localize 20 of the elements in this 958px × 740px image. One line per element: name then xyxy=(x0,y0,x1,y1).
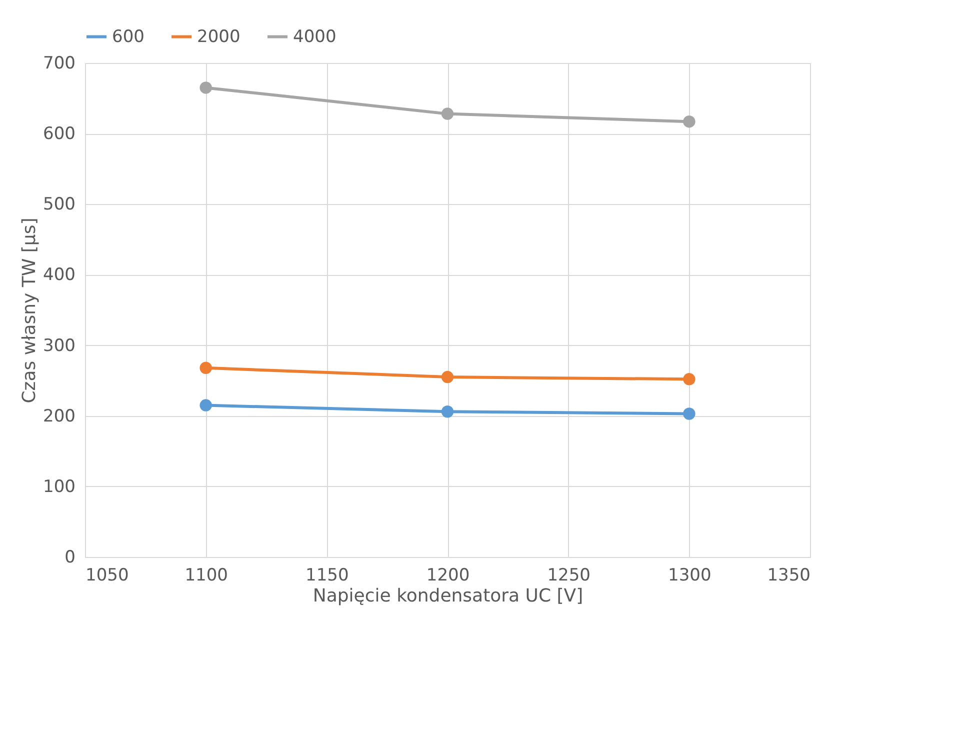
x-axis-title: Napięcie kondensatora UC [V] xyxy=(312,586,584,606)
x-tick-label: 1250 xyxy=(547,566,590,586)
legend-label: 4000 xyxy=(293,26,336,47)
y-tick-label: 400 xyxy=(43,265,76,286)
y-tick-label: 0 xyxy=(64,548,76,568)
y-tick-label: 100 xyxy=(43,476,76,497)
y-tick-label: 500 xyxy=(43,194,76,215)
y-tick-label: 200 xyxy=(43,406,76,426)
x-tick-label: 1350 xyxy=(767,566,810,586)
x-tick-label: 1300 xyxy=(668,566,712,586)
y-axis-title: Czas własny TW [µs] xyxy=(19,218,40,404)
y-tick-label: 300 xyxy=(43,336,76,356)
x-tick-label: 1050 xyxy=(86,566,129,586)
legend-label: 600 xyxy=(112,26,144,47)
x-tick-label: 1100 xyxy=(184,566,228,586)
x-tick-label: 1200 xyxy=(426,566,470,586)
y-tick-label: 600 xyxy=(43,124,76,144)
legend-label: 2000 xyxy=(197,26,240,47)
x-tick-label: 1150 xyxy=(306,566,349,586)
y-tick-label: 700 xyxy=(43,54,76,74)
